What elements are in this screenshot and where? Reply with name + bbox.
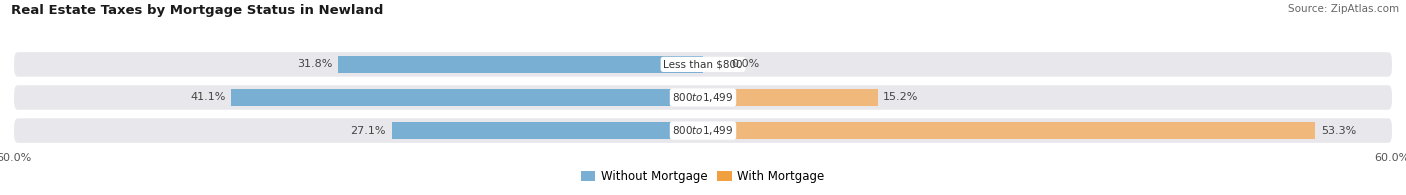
FancyBboxPatch shape (14, 52, 1392, 77)
Text: 41.1%: 41.1% (190, 92, 225, 103)
Text: Less than $800: Less than $800 (664, 59, 742, 69)
Text: Real Estate Taxes by Mortgage Status in Newland: Real Estate Taxes by Mortgage Status in … (11, 4, 384, 17)
Bar (703, 122, 1315, 139)
Bar (703, 89, 877, 106)
Text: 31.8%: 31.8% (297, 59, 332, 69)
Bar (231, 89, 703, 106)
Text: 0.0%: 0.0% (731, 59, 761, 69)
Bar (392, 122, 703, 139)
Text: $800 to $1,499: $800 to $1,499 (672, 91, 734, 104)
Text: Source: ZipAtlas.com: Source: ZipAtlas.com (1288, 4, 1399, 14)
Text: $800 to $1,499: $800 to $1,499 (672, 124, 734, 137)
Bar (337, 56, 703, 73)
FancyBboxPatch shape (14, 118, 1392, 143)
Legend: Without Mortgage, With Mortgage: Without Mortgage, With Mortgage (576, 165, 830, 188)
Text: 15.2%: 15.2% (883, 92, 918, 103)
Text: 53.3%: 53.3% (1320, 126, 1355, 136)
Text: 27.1%: 27.1% (350, 126, 387, 136)
FancyBboxPatch shape (14, 85, 1392, 110)
